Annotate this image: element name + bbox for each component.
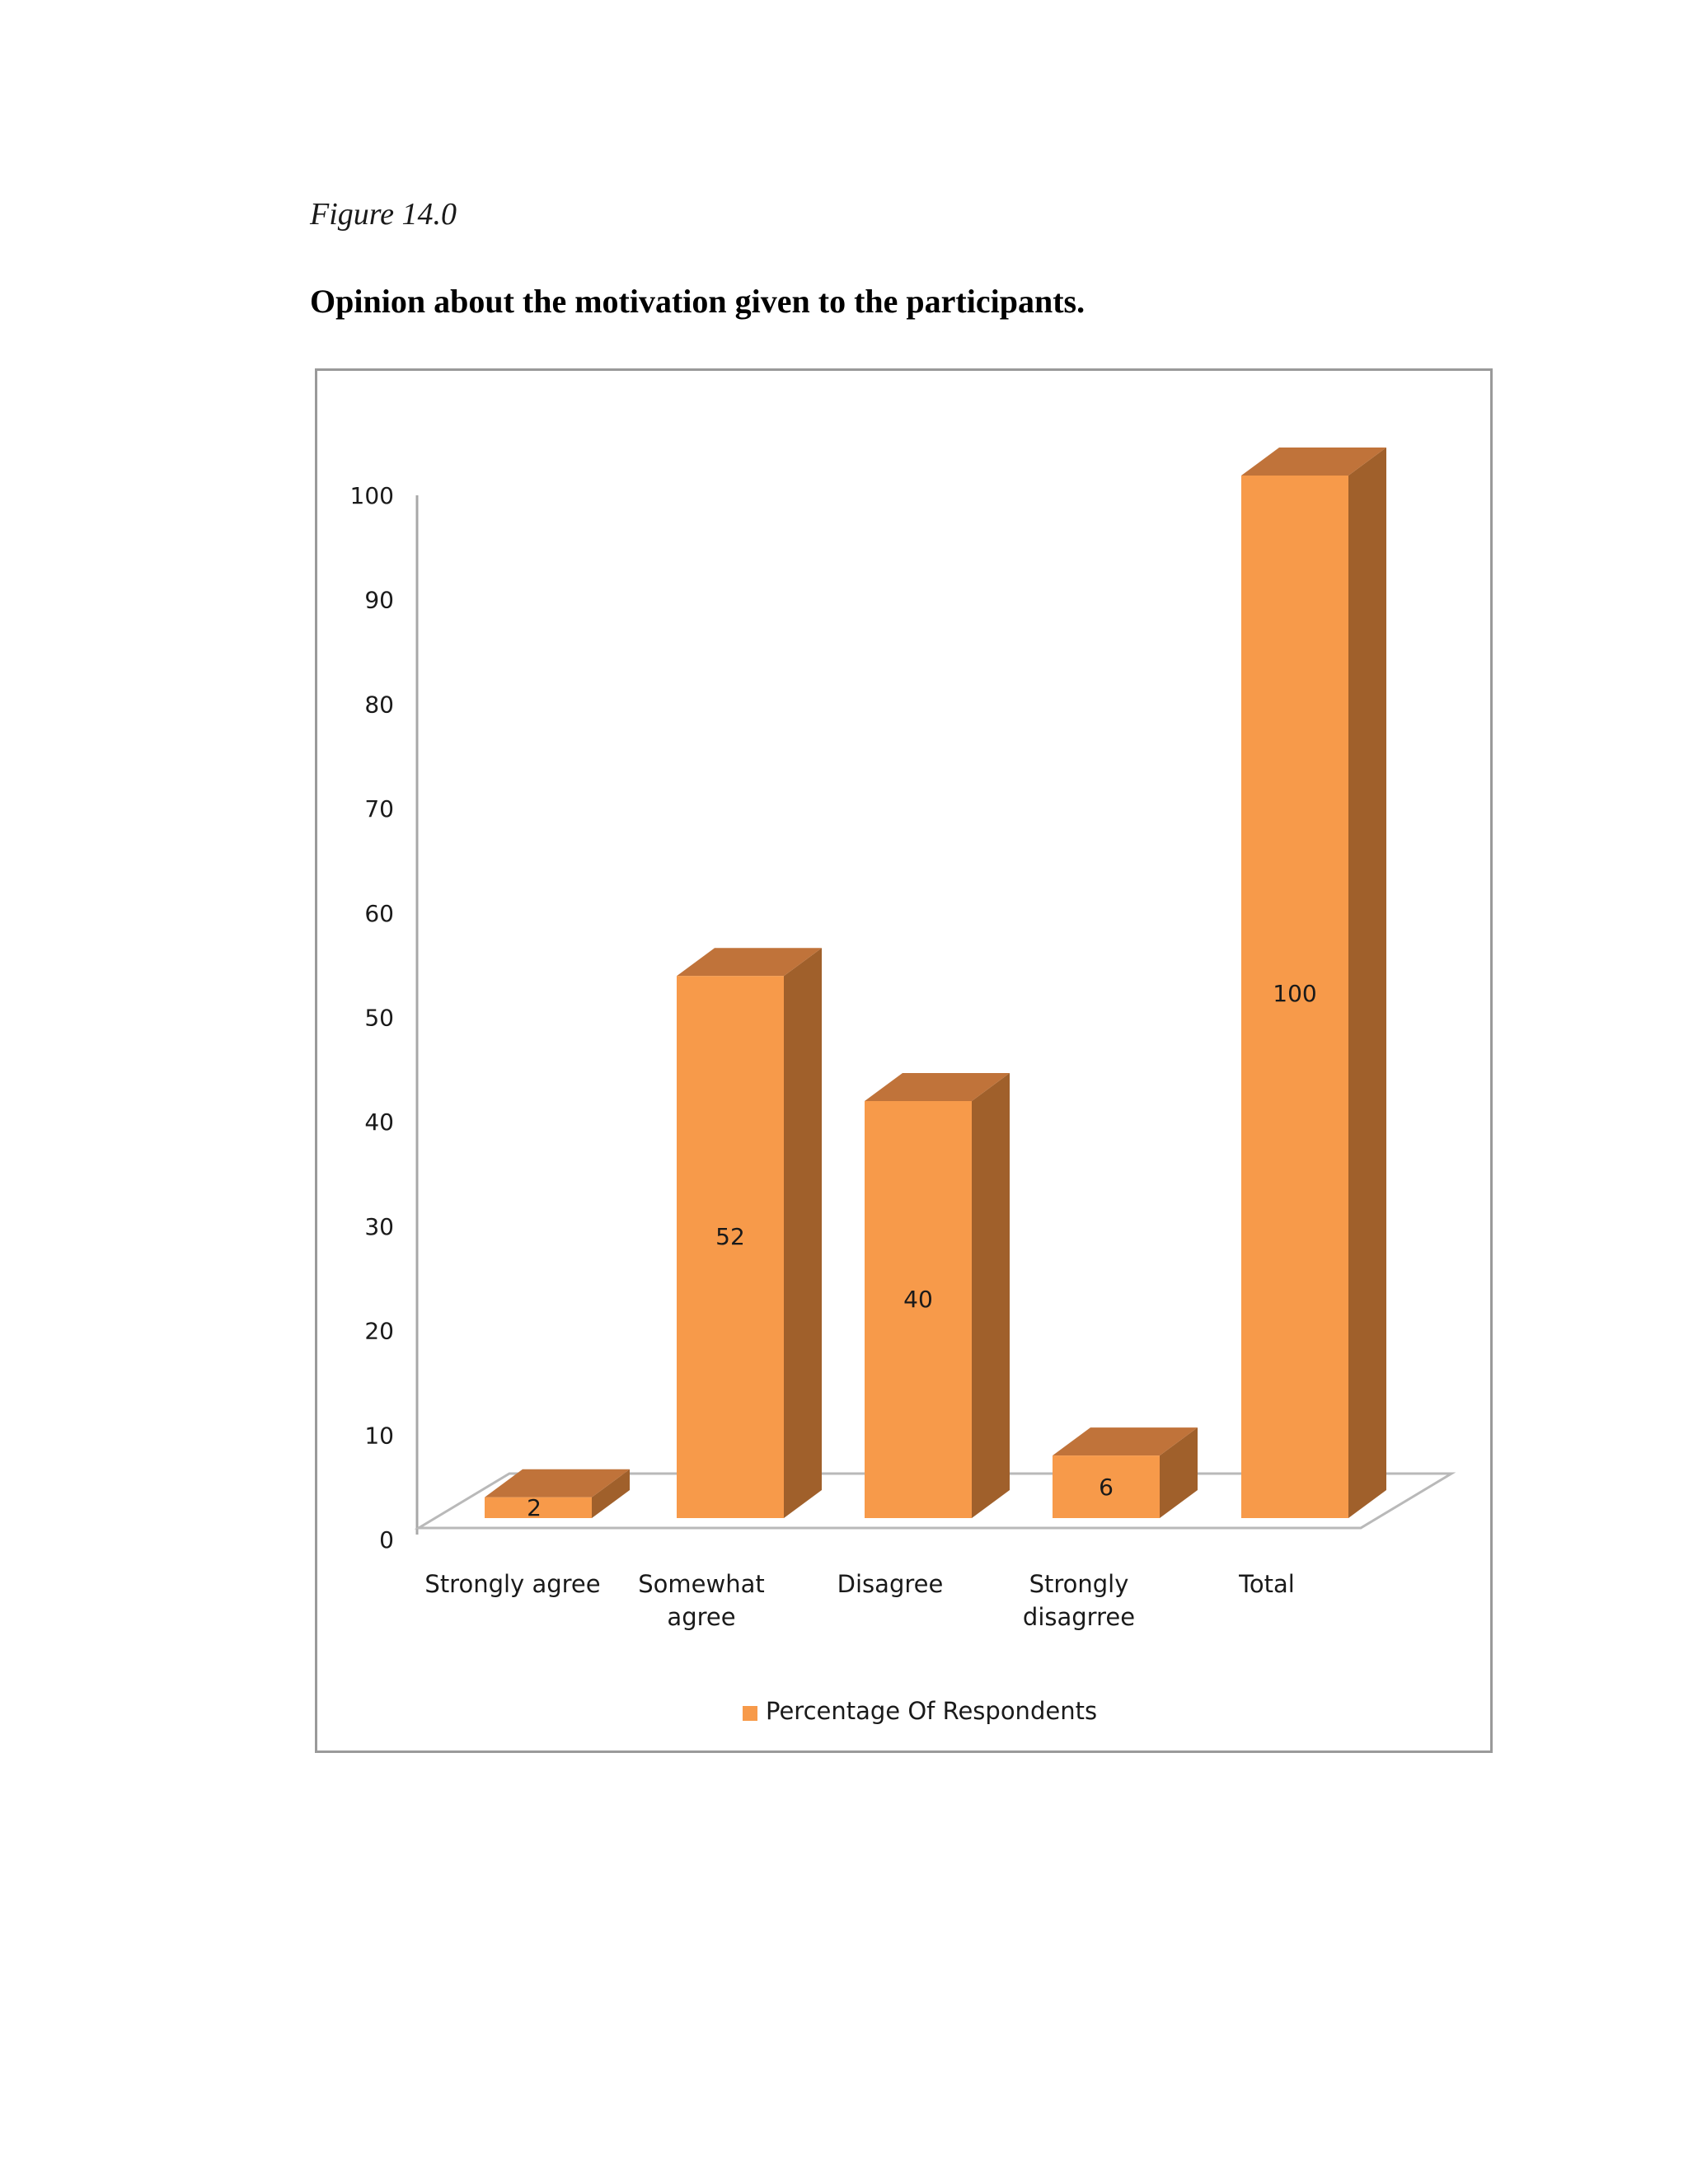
x-category-label-3: Disagree (837, 1570, 944, 1598)
bar-5 (1241, 476, 1348, 1518)
bar-chart: 0 10 20 30 40 50 60 70 80 90 100 2 52 40 6 100 Strongly … (350, 448, 1456, 1725)
bar-top-4 (1053, 1427, 1198, 1456)
figure-title: Opinion about the motivation given to th… (310, 283, 1085, 320)
bar-side-3 (972, 1073, 1010, 1518)
bar-top-5 (1241, 448, 1386, 476)
y-tick-label-80: 80 (364, 691, 394, 718)
x-category-label-line: Disagree (837, 1570, 944, 1598)
y-tick-label-70: 70 (364, 795, 394, 823)
bar-side-2 (784, 948, 822, 1518)
y-tick-label-40: 40 (364, 1108, 394, 1136)
x-category-label-2: Somewhat agree (638, 1570, 764, 1631)
y-tick-label-100: 100 (350, 482, 394, 509)
bar-1 (485, 1497, 592, 1518)
y-tick-label-50: 50 (364, 1005, 394, 1032)
bar-top-3 (865, 1073, 1010, 1101)
bar-top-1 (485, 1469, 630, 1497)
y-tick-label-30: 30 (364, 1213, 394, 1240)
x-category-label-line: agree (667, 1603, 735, 1631)
bar-top-2 (677, 948, 822, 977)
x-category-label-line: Strongly (1029, 1570, 1129, 1598)
chart-frame: 0 10 20 30 40 50 60 70 80 90 100 2 52 40 6 100 Strongly … (315, 368, 1493, 1753)
data-label-4: 6 (1099, 1474, 1114, 1501)
x-category-label-5: Total (1238, 1570, 1295, 1598)
data-label-2: 52 (715, 1223, 745, 1250)
bar-side-5 (1348, 448, 1386, 1518)
legend-swatch (743, 1706, 757, 1721)
bar-side-4 (1160, 1427, 1198, 1518)
y-tick-label-90: 90 (364, 587, 394, 614)
data-label-5: 100 (1273, 980, 1316, 1007)
data-label-1: 2 (527, 1494, 542, 1521)
figure-label: Figure 14.0 (310, 197, 457, 232)
x-category-label-line: Strongly agree (424, 1570, 600, 1598)
data-label-3: 40 (903, 1286, 933, 1313)
chart-floor (414, 1472, 1456, 1530)
y-tick-label-0: 0 (379, 1526, 394, 1554)
x-category-label-line: Total (1238, 1570, 1295, 1598)
bar-side-1 (592, 1469, 630, 1518)
x-category-label-line: disagrree (1023, 1603, 1135, 1631)
x-category-label-1: Strongly agree (424, 1570, 600, 1598)
legend-label: Percentage Of Respondents (766, 1697, 1097, 1725)
y-tick-label-10: 10 (364, 1422, 394, 1449)
x-category-label-line: Somewhat (638, 1570, 764, 1598)
y-tick-label-20: 20 (364, 1318, 394, 1345)
bar-3 (865, 1101, 972, 1518)
bar-2 (677, 976, 784, 1518)
bar-4 (1053, 1455, 1160, 1518)
x-category-label-4: Strongly disagrree (1023, 1570, 1135, 1631)
y-tick-label-60: 60 (364, 900, 394, 927)
